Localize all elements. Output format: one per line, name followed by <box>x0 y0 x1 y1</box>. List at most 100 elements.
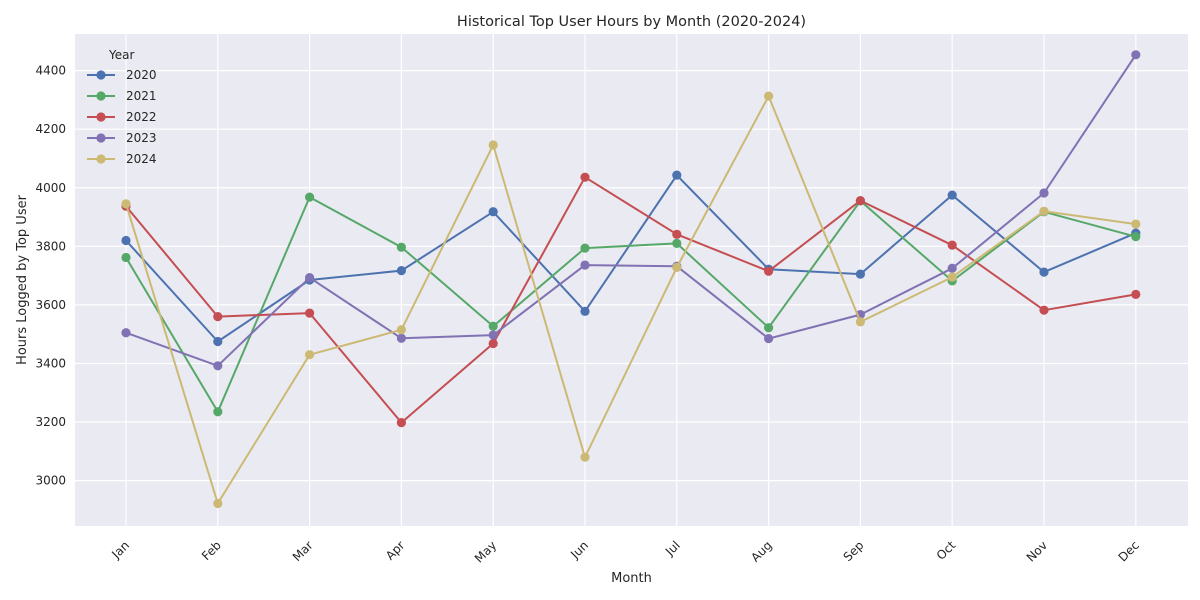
series-line <box>125 196 1137 413</box>
data-point <box>672 238 682 248</box>
data-point <box>396 333 406 343</box>
y-axis-title: Hours Logged by Top User <box>15 194 30 365</box>
data-point <box>947 190 957 200</box>
legend-item: 2022 <box>87 110 157 124</box>
data-point <box>213 312 223 322</box>
legend-title: Year <box>108 48 134 62</box>
data-point <box>213 336 223 347</box>
legend-item: 2021 <box>87 89 157 103</box>
data-point <box>1039 305 1049 315</box>
series-line <box>125 54 1137 367</box>
data-point <box>396 418 406 428</box>
data-point <box>580 260 590 270</box>
data-point <box>121 328 131 338</box>
x-axis-title: Month <box>611 571 652 586</box>
x-tick-label: Mar <box>290 538 316 564</box>
legend-item: 2020 <box>87 68 157 82</box>
data-point <box>396 242 406 252</box>
plot-area <box>75 34 1188 526</box>
data-point <box>672 262 682 273</box>
legend-marker <box>96 91 106 101</box>
data-point <box>855 317 866 327</box>
data-point <box>1039 206 1049 216</box>
y-tick-label: 3400 <box>35 356 66 370</box>
x-tick-label: Jan <box>108 538 132 562</box>
x-tick-label: Sep <box>841 538 867 564</box>
data-point <box>1039 267 1049 277</box>
x-tick-label: Dec <box>1116 538 1142 564</box>
legend-marker <box>96 133 106 143</box>
y-tick-labels: 3000 3200 3400 3600 3800 4000 4200 4400 <box>35 64 66 488</box>
x-tick-label: Nov <box>1024 538 1050 564</box>
data-point <box>121 235 131 246</box>
series-line <box>125 174 1137 343</box>
data-point <box>855 196 866 206</box>
data-point <box>580 172 590 182</box>
legend-item: 2024 <box>87 152 157 166</box>
y-tick-label: 4400 <box>35 64 66 78</box>
legend-item: 2023 <box>87 131 157 145</box>
data-point <box>764 333 774 344</box>
data-point <box>672 229 682 239</box>
data-point <box>305 192 315 202</box>
legend-marker <box>96 112 106 122</box>
x-tick-label: Jul <box>662 538 683 559</box>
x-tick-label: Aug <box>748 538 774 564</box>
series-line <box>125 95 1136 505</box>
y-tick-label: 4000 <box>35 181 66 195</box>
series-layer <box>121 50 1141 509</box>
data-point <box>672 170 682 180</box>
data-point <box>305 273 315 283</box>
legend-marker <box>96 154 106 164</box>
y-tick-label: 3800 <box>35 239 66 253</box>
x-tick-label: Oct <box>934 538 959 563</box>
legend-label: 2020 <box>126 68 157 82</box>
data-point <box>488 140 498 150</box>
series-2024 <box>121 91 1141 509</box>
data-point <box>488 207 498 217</box>
data-point <box>1039 188 1049 198</box>
chart-title: Historical Top User Hours by Month (2020… <box>457 14 806 30</box>
y-tick-label: 3200 <box>35 415 66 429</box>
x-tick-label: Feb <box>199 538 224 563</box>
data-point <box>764 91 774 101</box>
data-point <box>305 350 315 360</box>
data-point <box>580 452 590 462</box>
data-point <box>305 308 315 318</box>
data-point <box>1131 232 1141 242</box>
data-point <box>1131 50 1141 60</box>
legend-label: 2024 <box>126 152 157 166</box>
legend-label: 2022 <box>126 110 157 124</box>
data-point <box>580 306 590 316</box>
data-point <box>121 252 131 263</box>
y-tick-label: 3600 <box>35 298 66 312</box>
x-tick-label: May <box>472 538 499 565</box>
data-point <box>580 243 590 253</box>
data-point <box>213 361 223 371</box>
data-point <box>947 240 957 250</box>
data-point <box>1131 289 1141 299</box>
data-point <box>1131 219 1141 229</box>
x-tick-labels: Jan Feb Mar Apr May Jun Jul Aug Sep Oct Nov Dec <box>108 538 1141 566</box>
data-point <box>396 325 406 335</box>
x-tick-label: Apr <box>383 538 408 563</box>
data-point <box>764 323 774 333</box>
data-point <box>855 269 866 279</box>
data-point <box>947 272 957 282</box>
y-tick-label: 3000 <box>35 474 66 488</box>
data-point <box>213 407 223 417</box>
data-point <box>488 321 498 331</box>
data-point <box>488 330 498 340</box>
y-tick-label: 4200 <box>35 122 66 136</box>
data-point <box>121 199 131 209</box>
data-point <box>213 498 223 509</box>
legend-label: 2023 <box>126 131 157 145</box>
x-tick-label: Jun <box>567 538 591 562</box>
legend-marker <box>96 70 106 80</box>
legend-label: 2021 <box>126 89 157 103</box>
data-point <box>396 266 406 276</box>
data-point <box>947 263 957 273</box>
data-point <box>488 338 498 349</box>
